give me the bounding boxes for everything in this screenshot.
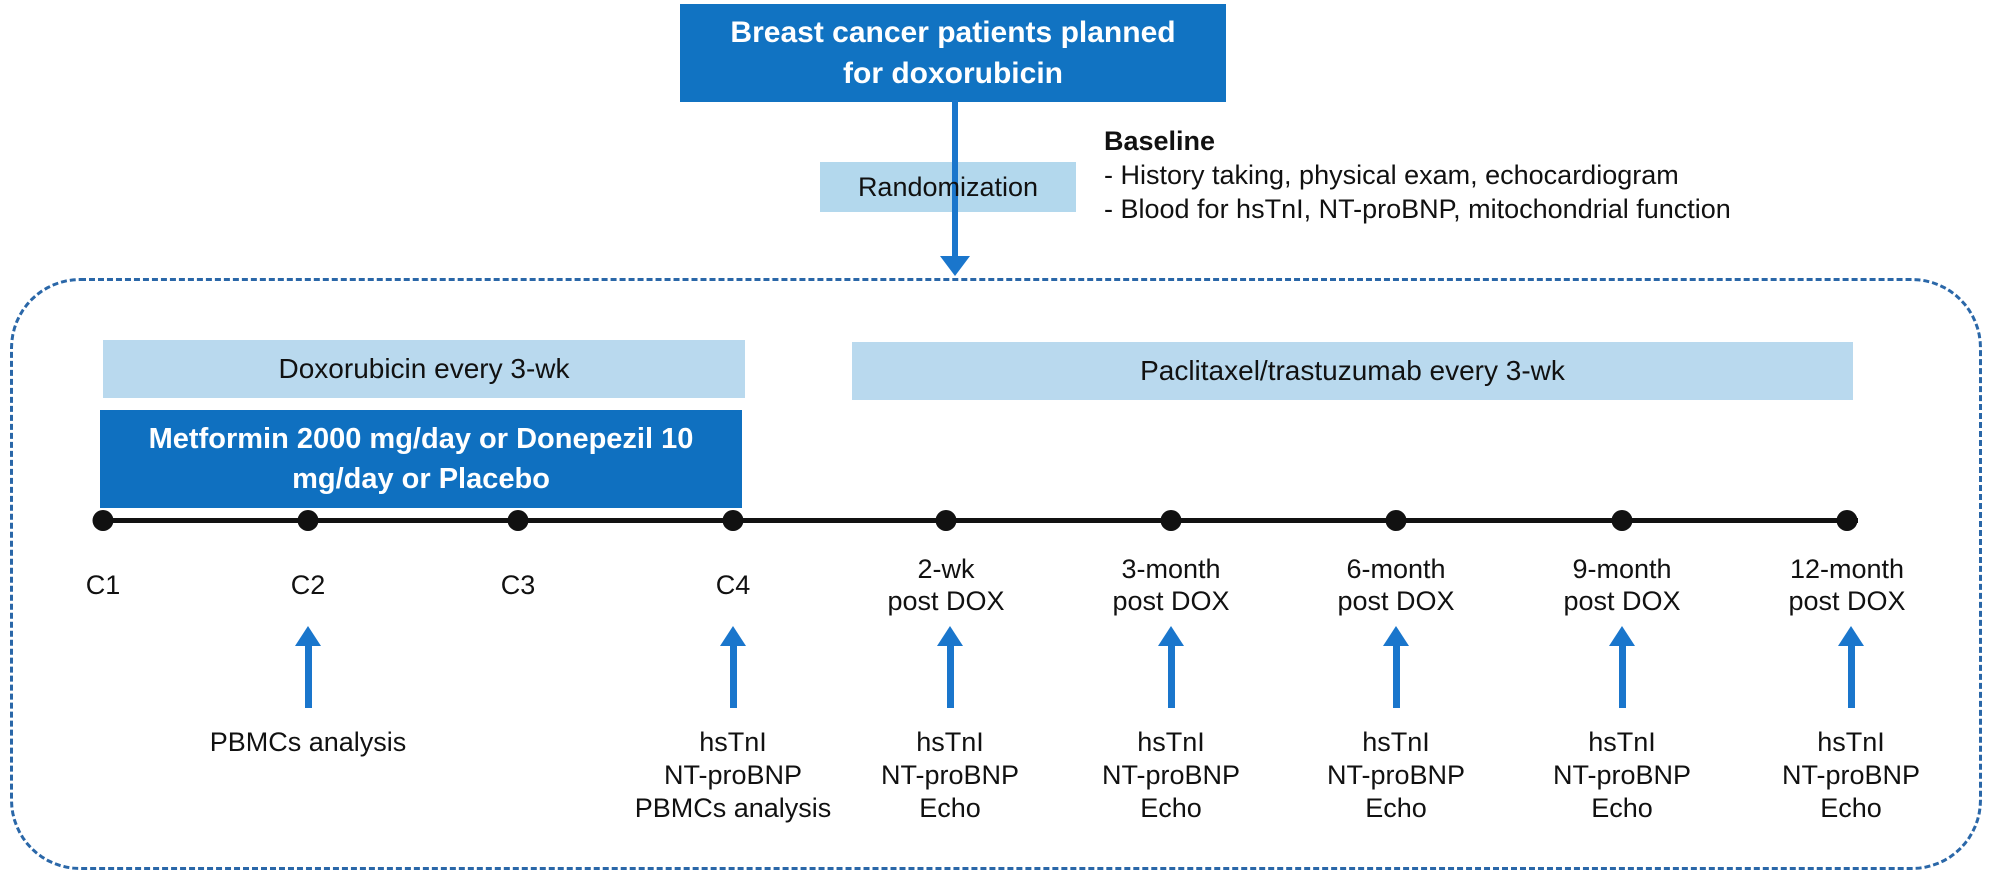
assessment-line: Echo [919, 793, 981, 823]
tick-label-c1: C1 [0, 550, 218, 620]
tick-line2: post DOX [887, 586, 1005, 616]
randomization-box [820, 162, 1076, 212]
tick-line1: C1 [85, 570, 121, 600]
tick-line1: C3 [500, 570, 536, 600]
tick-label-c3: C3 [403, 550, 633, 620]
assessment-line: NT-proBNP [1781, 760, 1921, 790]
assessment-line: hsTnI [1588, 727, 1656, 757]
timeline-dot [92, 510, 114, 531]
assessment-line: hsTnI [1137, 727, 1205, 757]
tick-line2: post DOX [1112, 586, 1230, 616]
timeline-dot [935, 510, 957, 531]
tick-line2: post DOX [1788, 586, 1906, 616]
assessment-line: hsTnI [699, 727, 767, 757]
timeline-dot [297, 510, 319, 531]
doxorubicin-bar: Doxorubicin every 3-wk [103, 340, 745, 398]
baseline-item-2: - Blood for hsTnI, NT-proBNP, mitochondr… [1104, 194, 1731, 224]
assessment-label-c2: PBMCs analysis [168, 726, 448, 759]
up-arrow-icon [293, 626, 323, 708]
baseline-item-1: - History taking, physical exam, echocar… [1104, 160, 1679, 190]
baseline-note: Baseline - History taking, physical exam… [1104, 124, 1731, 226]
up-arrow-icon [718, 626, 748, 708]
baseline-title: Baseline [1104, 126, 1216, 156]
patient-population-line2: for doxorubicin [843, 57, 1063, 90]
tick-line1: 2-wk [917, 554, 975, 584]
assessment-line: PBMCs analysis [634, 793, 832, 823]
assessment-label-9month: hsTnI NT-proBNP Echo [1482, 726, 1762, 825]
metformin-donepezil-placebo-bar: Metformin 2000 mg/day or Donepezil 10 mg… [100, 410, 742, 508]
assessment-line: hsTnI [1362, 727, 1430, 757]
timeline-dot [507, 510, 529, 531]
patient-population-line1: Breast cancer patients planned [730, 16, 1176, 49]
tick-line2: post DOX [1563, 586, 1681, 616]
assessment-line: Echo [1591, 793, 1653, 823]
assessment-line: Echo [1365, 793, 1427, 823]
timeline-dot [1160, 510, 1182, 531]
timeline-dot [1385, 510, 1407, 531]
assessment-line: hsTnI [1817, 727, 1885, 757]
tick-line2: post DOX [1337, 586, 1455, 616]
assessment-line: hsTnI [916, 727, 984, 757]
up-arrow-icon [1381, 626, 1411, 708]
tick-label-12month-post-dox: 12-month post DOX [1732, 550, 1962, 620]
randomization-label: Randomization [857, 171, 1039, 202]
paclitaxel-trastuzumab-bar: Paclitaxel/trastuzumab every 3-wk [852, 342, 1853, 400]
assessment-line: NT-proBNP [1101, 760, 1241, 790]
timeline-dot [722, 510, 744, 531]
patient-population-box: Breast cancer patients planned for doxor… [680, 4, 1226, 102]
up-arrow-icon [1607, 626, 1637, 708]
assessment-label-2wk: hsTnI NT-proBNP Echo [810, 726, 1090, 825]
down-arrow-shaft [952, 100, 958, 258]
tick-label-c2: C2 [193, 550, 423, 620]
paclitaxel-bar-label: Paclitaxel/trastuzumab every 3-wk [1140, 355, 1565, 386]
tick-label-3month-post-dox: 3-month post DOX [1056, 550, 1286, 620]
timeline-dot [1611, 510, 1633, 531]
tick-label-6month-post-dox: 6-month post DOX [1281, 550, 1511, 620]
tick-label-2wk-post-dox: 2-wk post DOX [831, 550, 1061, 620]
assessment-label-6month: hsTnI NT-proBNP Echo [1256, 726, 1536, 825]
tick-label-c4: C4 [618, 550, 848, 620]
doxorubicin-bar-label: Doxorubicin every 3-wk [278, 353, 570, 384]
assessment-line: NT-proBNP [1552, 760, 1692, 790]
assessment-line: NT-proBNP [1326, 760, 1466, 790]
down-arrow-icon [940, 256, 970, 276]
assessment-label-12month: hsTnI NT-proBNP Echo [1711, 726, 1991, 825]
assessment-line: Echo [1140, 793, 1202, 823]
tick-line1: C4 [715, 570, 751, 600]
trial-timeline-panel [10, 278, 1982, 870]
tick-line1: 6-month [1346, 554, 1446, 584]
tick-label-9month-post-dox: 9-month post DOX [1507, 550, 1737, 620]
tick-line1: C2 [290, 570, 326, 600]
tick-line1: 12-month [1789, 554, 1905, 584]
tick-line1: 9-month [1572, 554, 1672, 584]
up-arrow-icon [1156, 626, 1186, 708]
assessment-line: NT-proBNP [880, 760, 1020, 790]
tick-line1: 3-month [1121, 554, 1221, 584]
assessment-line: Echo [1820, 793, 1882, 823]
metformin-bar-line1: Metformin 2000 mg/day or Donepezil 10 [148, 423, 694, 455]
timeline-dot [1836, 510, 1858, 531]
timeline-axis [95, 518, 1858, 523]
assessment-line: NT-proBNP [663, 760, 803, 790]
up-arrow-icon [1836, 626, 1866, 708]
assessment-label-c4: hsTnI NT-proBNP PBMCs analysis [593, 726, 873, 825]
up-arrow-icon [935, 626, 965, 708]
assessment-label-3month: hsTnI NT-proBNP Echo [1031, 726, 1311, 825]
metformin-bar-line2: mg/day or Placebo [292, 463, 550, 495]
assessment-line: PBMCs analysis [209, 727, 407, 757]
